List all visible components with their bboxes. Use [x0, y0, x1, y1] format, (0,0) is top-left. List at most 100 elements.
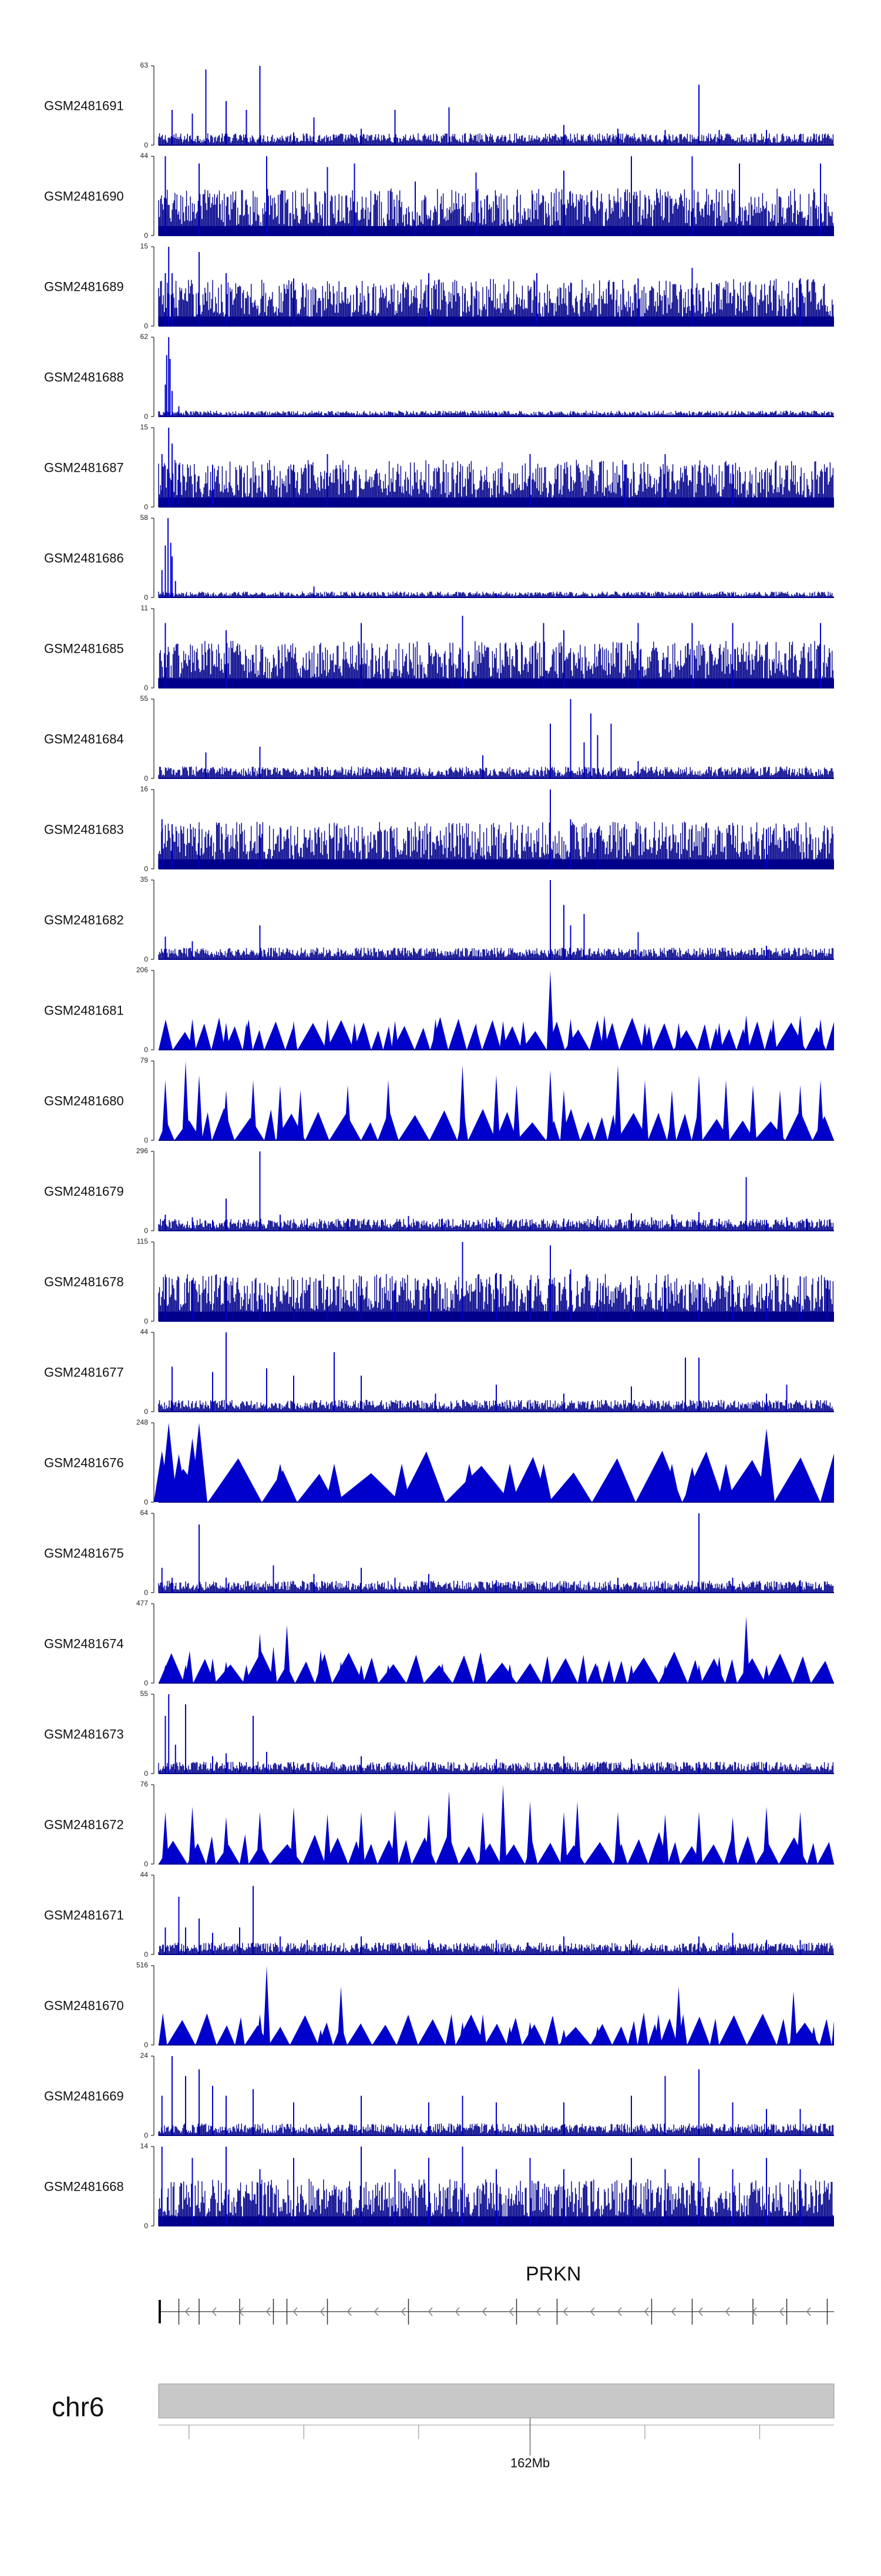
signal-peak [729, 1817, 737, 1864]
y-max-label: 62 [140, 333, 149, 341]
signal-peak [324, 1813, 331, 1864]
signal-peak [191, 1423, 207, 1502]
track-GSM2481689: GSM2481689 15 0 [44, 242, 834, 330]
strand-arrow-icon [563, 2307, 568, 2316]
signal-peak [513, 1085, 520, 1140]
track-GSM2481678: GSM2481678 115 0 [44, 1237, 834, 1325]
signal-peak [560, 1090, 567, 1140]
signal-peak [324, 1019, 331, 1050]
signal-peak [162, 1664, 169, 1683]
signal-peak [189, 1019, 196, 1050]
track-label: GSM2481669 [44, 2089, 124, 2104]
signal-bars [158, 1580, 834, 1593]
signal-peak [290, 1806, 297, 1864]
signal-peak [502, 1463, 518, 1502]
signal-area [159, 2012, 834, 2045]
y-max-label: 115 [137, 1237, 148, 1245]
signal-peak [817, 1019, 824, 1050]
signal-peak [277, 1085, 284, 1140]
signal-peak [742, 1616, 750, 1683]
signal-peak [385, 1080, 392, 1140]
signal-peak [610, 1463, 626, 1502]
signal-peak [695, 2026, 702, 2045]
signal-peak [479, 1663, 486, 1683]
chromosome-label: chr6 [52, 2392, 105, 2422]
signal-bars [158, 1218, 834, 1231]
signal-peak [162, 1023, 169, 1050]
signal-bars [158, 133, 834, 145]
track-label: GSM2481689 [44, 280, 124, 294]
signal-peak [574, 1801, 581, 1864]
signal-peak [277, 2026, 284, 2045]
signal-peak [661, 1664, 669, 1683]
track-label: GSM2481680 [44, 1094, 124, 1109]
signal-peak [256, 1633, 264, 1683]
signal-peak [223, 1817, 230, 1864]
signal-peak [162, 1080, 169, 1140]
y-min-label: 0 [144, 1498, 148, 1506]
axis-tick-label: 162Mb [510, 2456, 550, 2470]
y-max-label: 24 [140, 2051, 149, 2060]
y-max-label: 35 [140, 875, 149, 884]
signal-peak [661, 1813, 669, 1864]
signal-peak [272, 1463, 288, 1502]
signal-peak [358, 1664, 365, 1683]
signal-peak [461, 1463, 478, 1502]
y-min-label: 0 [144, 2222, 148, 2230]
signal-bars [158, 1399, 834, 1412]
signal-area [159, 1450, 834, 1502]
signal-peak [729, 2024, 737, 2045]
y-min-label: 0 [144, 2131, 148, 2140]
signal-peak [684, 1467, 701, 1502]
track-label: GSM2481679 [44, 1184, 124, 1199]
signal-peak [182, 2029, 189, 2045]
signal-peak [776, 1090, 784, 1140]
signal-peak [614, 1064, 621, 1140]
y-max-label: 79 [140, 1056, 149, 1064]
signal-peak [560, 2029, 567, 2045]
signal-peak [394, 1463, 410, 1502]
y-min-label: 0 [144, 412, 148, 421]
signal-peak [718, 1463, 734, 1502]
strand-arrow-icon [725, 2307, 730, 2316]
signal-peak [695, 1664, 702, 1683]
signal-peak [742, 1015, 750, 1050]
y-max-label: 64 [140, 1509, 149, 1517]
track-GSM2481671: GSM2481671 44 0 [44, 1870, 834, 1959]
signal-peak [182, 1664, 189, 1683]
gene-model [159, 2299, 834, 2325]
signal-peak [547, 970, 554, 1050]
signal-peak [189, 1806, 196, 1864]
strand-arrow-icon [293, 2307, 298, 2316]
strand-arrow-icon [482, 2307, 487, 2316]
signal-peak [337, 1986, 345, 2045]
signal-peak [385, 1664, 392, 1683]
track-label: GSM2481691 [44, 99, 124, 113]
signal-peak [385, 2033, 392, 2045]
signal-peak [425, 2029, 432, 2045]
track-label: GSM2481671 [44, 1908, 124, 1923]
track-GSM2481676: GSM2481676 248 0 [44, 1418, 834, 1506]
signal-peak [196, 1074, 203, 1140]
signal-peak [182, 1061, 189, 1140]
signal-area [159, 1017, 834, 1050]
signal-bars [158, 2123, 834, 2135]
signal-peak [297, 1090, 304, 1140]
y-min-label: 0 [144, 1408, 148, 1416]
signal-bars [158, 1761, 834, 1774]
track-label: GSM2481673 [44, 1727, 124, 1742]
y-max-label: 16 [140, 785, 149, 793]
y-max-label: 14 [140, 2142, 149, 2150]
signal-peak [425, 1813, 432, 1864]
strand-arrow-icon [698, 2307, 703, 2316]
signal-peak [162, 1812, 169, 1864]
signal-peak [526, 1664, 534, 1683]
strand-arrow-icon [617, 2307, 622, 2316]
y-min-label: 0 [144, 1679, 148, 1687]
genome-axis: 162Mb [158, 2383, 835, 2470]
y-min-label: 0 [144, 1588, 148, 1597]
signal-peak [601, 1015, 608, 1050]
track-GSM2481680: GSM2481680 79 0 [44, 1056, 834, 1144]
track-label: GSM2481670 [44, 1999, 124, 2013]
signal-peak [763, 1806, 770, 1864]
